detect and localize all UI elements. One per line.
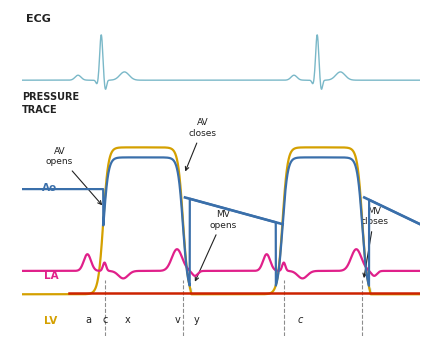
Text: AV
opens: AV opens [46,147,101,204]
Text: MV
closes: MV closes [360,207,388,277]
Text: LA: LA [44,271,58,281]
Text: LV: LV [44,316,57,326]
Text: Ao: Ao [42,183,58,193]
Text: v: v [175,315,181,325]
Text: x: x [124,315,130,325]
Text: ECG: ECG [26,14,51,24]
Text: AV
closes: AV closes [185,118,217,170]
Text: a: a [85,315,91,325]
Text: y: y [194,315,200,325]
Text: c: c [103,315,108,325]
Text: MV
opens: MV opens [195,210,236,281]
Text: PRESSURE
TRACE: PRESSURE TRACE [22,92,79,115]
Text: c: c [298,315,303,325]
